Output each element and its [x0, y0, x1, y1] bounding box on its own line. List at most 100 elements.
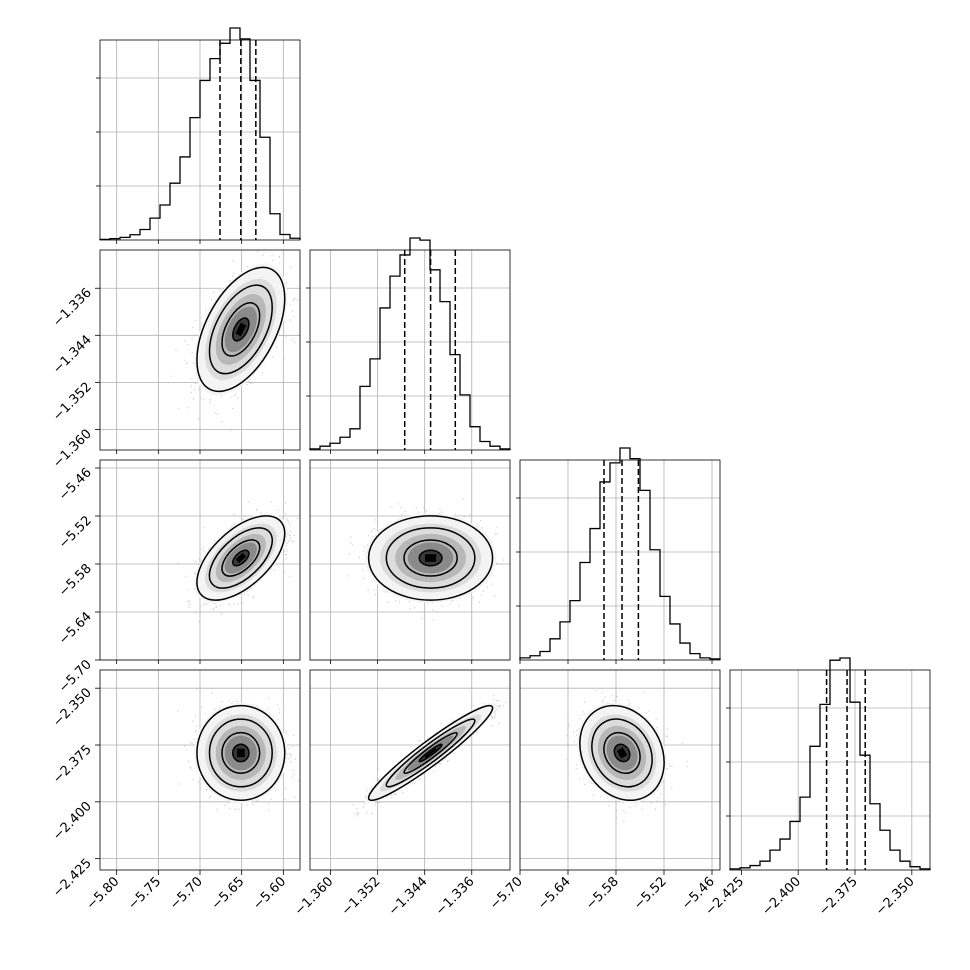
density-peak: [616, 747, 628, 759]
density-peak: [425, 554, 437, 562]
contour-line: [367, 515, 494, 601]
hist-panel-2: [516, 447, 721, 661]
y-tick-label: −5.46: [56, 465, 95, 504]
contour-line: [196, 266, 286, 393]
contour-line: [418, 549, 443, 567]
density-peak: [424, 747, 437, 758]
y-tick-label: −2.425: [50, 856, 95, 901]
x-tick-label: −5.52: [631, 874, 670, 913]
panel-2-1: [309, 459, 511, 661]
panel-3-1: [309, 669, 511, 871]
contours: [367, 515, 494, 601]
y-tick-label: −5.70: [56, 657, 95, 696]
x-tick-label: −1.352: [339, 874, 384, 919]
contour-line: [591, 718, 653, 788]
panel-frame: [519, 459, 721, 661]
x-tick-label: −2.400: [759, 874, 804, 919]
panel-2-0: [99, 459, 301, 661]
contour-line: [221, 539, 261, 577]
contour-line: [403, 731, 458, 774]
panel-3-2: [519, 669, 721, 871]
panel-3-0: [99, 669, 301, 871]
y-tick-label: −2.400: [50, 799, 95, 844]
contour-line: [232, 743, 250, 763]
contour-line: [367, 704, 494, 802]
density-shading: [194, 702, 288, 804]
histogram-steps: [729, 657, 931, 870]
panel-frame: [519, 669, 721, 871]
x-tick-label: −5.70: [167, 874, 206, 913]
y-tick-label: −5.64: [56, 609, 95, 648]
x-axis-0: −5.80 −5.75 −5.70 −5.65 −5.60: [84, 870, 289, 913]
contour-line: [208, 718, 273, 788]
density-shading: [364, 513, 497, 603]
panel-frame: [729, 669, 931, 871]
hist-panel-3: [726, 657, 931, 871]
y-axis-1: −1.360−1.352−1.344−1.336: [50, 285, 100, 471]
panel-frame: [309, 459, 511, 661]
x-tick-label: −5.65: [209, 874, 248, 913]
x-axis-3: −2.425 −2.400 −2.375 −2.350: [703, 870, 918, 919]
contour-line: [613, 743, 631, 763]
y-tick-label: −1.352: [50, 380, 95, 425]
contour-line: [221, 731, 261, 774]
panel-frame: [309, 249, 511, 451]
x-tick-label: −1.344: [386, 874, 431, 919]
hist-panel-1: [306, 237, 511, 451]
y-axis-3: −2.425 −2.400 −2.375 −2.350: [50, 685, 100, 900]
contour-line: [385, 527, 476, 589]
x-tick-label: −5.80: [84, 874, 123, 913]
density-peak: [236, 748, 245, 758]
contour-line: [221, 302, 261, 357]
panel-frame: [309, 669, 511, 871]
y-tick-label: −1.360: [50, 427, 95, 472]
contours: [367, 704, 494, 802]
y-tick-label: −2.350: [50, 685, 95, 730]
inner-ticks-1: [116, 450, 473, 454]
contour-line: [418, 743, 443, 763]
x-tick-label: −5.58: [583, 874, 622, 913]
inner-ticks-0: [116, 240, 284, 244]
x-tick-label: −5.64: [535, 874, 574, 913]
contour-line: [232, 549, 250, 567]
density-shading: [364, 702, 497, 804]
inner-ticks-2: [116, 660, 713, 664]
contour-line: [603, 731, 641, 774]
density-shading: [194, 513, 288, 603]
y-axis-2: −5.70 −5.64 −5.58 −5.52 −5.46: [56, 465, 100, 696]
y-tick-label: −5.58: [56, 561, 95, 600]
contours: [196, 515, 286, 601]
y-tick-label: −1.336: [50, 285, 95, 330]
y-tick-label: −5.52: [56, 513, 95, 552]
contours: [196, 266, 286, 393]
x-tick-label: −1.336: [433, 874, 478, 919]
contour-line: [385, 718, 476, 788]
contour-line: [196, 704, 286, 802]
histogram-steps: [99, 27, 301, 240]
contours: [196, 704, 286, 802]
x-tick-label: −2.350: [873, 874, 918, 919]
histogram-steps: [309, 237, 511, 450]
x-axis-1: −1.360 −1.352 −1.344 −1.336: [292, 870, 478, 919]
contour-line: [232, 317, 250, 342]
panel-1-0: [99, 249, 301, 451]
histogram-steps: [519, 447, 721, 660]
contour-line: [208, 527, 273, 589]
density-peak: [235, 322, 247, 337]
contour-line: [403, 539, 458, 577]
y-tick-label: −2.375: [50, 742, 95, 787]
density-shading: [194, 263, 288, 396]
contour-line: [196, 515, 286, 601]
x-tick-label: −5.70: [487, 874, 526, 913]
x-tick-label: −1.360: [292, 874, 337, 919]
contour-line: [579, 704, 665, 802]
x-tick-label: −2.375: [816, 874, 861, 919]
y-tick-label: −1.344: [50, 333, 95, 378]
density-shading: [577, 702, 667, 804]
x-tick-label: −5.60: [250, 874, 289, 913]
x-tick-label: −5.75: [125, 874, 164, 913]
x-axis-2: −5.70 −5.64 −5.58 −5.52 −5.46: [487, 870, 718, 913]
hist-panel-0: [96, 27, 301, 241]
contours: [579, 704, 665, 802]
